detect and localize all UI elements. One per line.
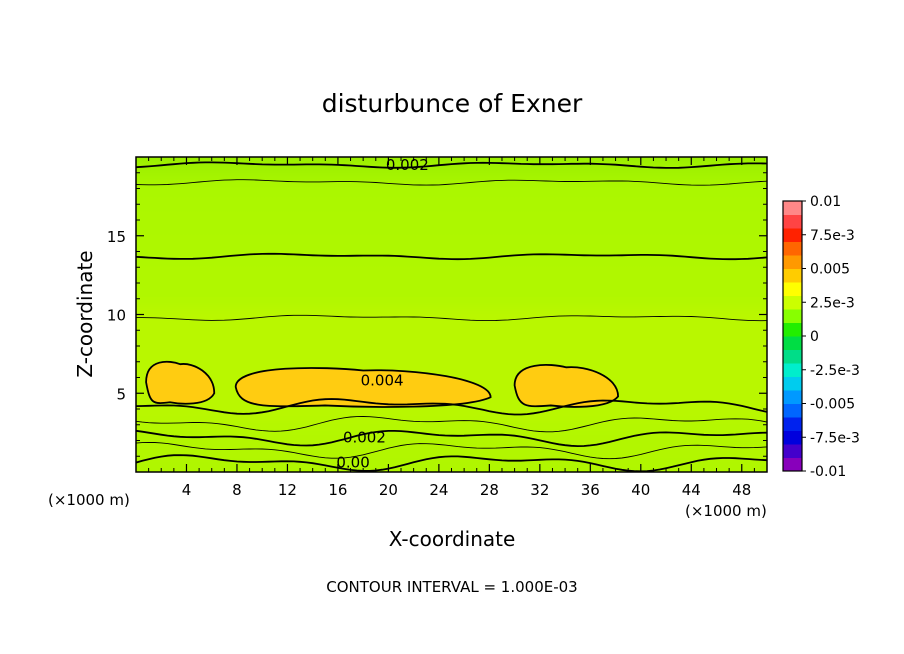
cell-3 [513, 363, 619, 408]
contour-line-z0 [136, 454, 767, 472]
x-tick-label: 8 [232, 481, 242, 499]
contour-label: 0.002 [386, 156, 429, 174]
x-tick-label: 28 [480, 481, 499, 499]
colorbar-swatch [783, 349, 802, 364]
colorbar-label: -7.5e-3 [810, 430, 860, 446]
x-tick-label: 20 [379, 481, 398, 499]
y-tick-label: 15 [107, 228, 126, 246]
x-unit-left: (×1000 m) [48, 491, 130, 509]
colorbar-swatch [783, 390, 802, 404]
colorbar-swatch [783, 363, 802, 377]
x-tick-label: 24 [429, 481, 448, 499]
colorbar-label: -2.5e-3 [810, 363, 860, 379]
x-unit-right: (×1000 m) [685, 502, 767, 520]
colorbar [782, 200, 803, 472]
colorbar-swatch [783, 457, 802, 472]
contour-line-z2 [136, 429, 767, 448]
contour-line-z4 [136, 398, 767, 416]
colorbar-label: 2.5e-3 [810, 295, 855, 311]
colorbar-label: -0.01 [810, 464, 846, 480]
colorbar-labels: 0.01 7.5e-3 0.005 2.5e-3 0 -2.5e-3 -0.005 -7.5e… [802, 194, 860, 480]
contour-line-z19 [136, 161, 767, 169]
colorbar-swatch [783, 282, 802, 296]
colorbar-swatch [783, 309, 802, 323]
contour-line-z1 [136, 441, 767, 460]
y-axis-label: Z-coordinate [73, 250, 97, 377]
colorbar-swatch [783, 201, 802, 215]
colorbar-swatch [783, 295, 802, 310]
colorbar-swatch [783, 417, 802, 431]
contour-line-z3 [136, 416, 767, 433]
colorbar-label: -0.005 [810, 397, 855, 413]
contour-interval-note: CONTOUR INTERVAL = 1.000E-03 [326, 578, 577, 596]
contour-labels: 0.002 0.004 0.002 0.00 [336, 156, 428, 472]
colorbar-swatch [783, 336, 802, 350]
colorbar-swatch [783, 241, 802, 256]
contour-label: 0.002 [343, 428, 386, 446]
x-tick-label: 36 [581, 481, 600, 499]
colorbar-swatch [783, 376, 802, 391]
x-tick-label: 4 [182, 481, 192, 499]
y-tick-label: 10 [107, 307, 126, 325]
colorbar-swatch [783, 322, 802, 337]
colorbar-swatch [783, 430, 802, 445]
x-tick-label: 16 [328, 481, 347, 499]
contour-label: 0.00 [336, 454, 369, 472]
colorbar-label: 0.01 [810, 194, 841, 210]
contour-lines [136, 161, 767, 472]
pressure-maxima [145, 360, 619, 408]
x-tick-label: 44 [682, 481, 701, 499]
x-tick-label: 40 [631, 481, 650, 499]
contour-line-z13 [136, 252, 767, 261]
cell-1 [145, 360, 216, 405]
y-tick-label: 5 [116, 385, 126, 403]
plot-field [136, 157, 767, 472]
contour-label: 0.004 [361, 372, 404, 390]
contour-line-z9 [136, 314, 767, 322]
x-tick-label: 48 [732, 481, 751, 499]
x-axis-label: X-coordinate [389, 527, 516, 551]
x-tick-label: 12 [278, 481, 297, 499]
colorbar-swatch [783, 228, 802, 242]
colorbar-label: 7.5e-3 [810, 228, 855, 244]
colorbar-swatch [783, 255, 802, 269]
colorbar-swatch [783, 403, 802, 418]
contour-line-z18 [136, 179, 767, 186]
chart-title: disturbunce of Exner [322, 89, 583, 118]
field-band-z3 [136, 416, 767, 472]
x-tick-label: 32 [530, 481, 549, 499]
field-band-z13 [136, 253, 767, 472]
y-axis-ticks: 5 10 15 [107, 172, 767, 457]
colorbar-label: 0 [810, 329, 819, 345]
colorbar-label: 0.005 [810, 262, 850, 278]
colorbar-swatch [783, 214, 802, 229]
x-axis-ticks: 4 8 12 16 20 24 28 32 36 40 44 48 [148, 157, 755, 499]
colorbar-swatch [783, 444, 802, 458]
colorbar-swatch [783, 268, 802, 283]
